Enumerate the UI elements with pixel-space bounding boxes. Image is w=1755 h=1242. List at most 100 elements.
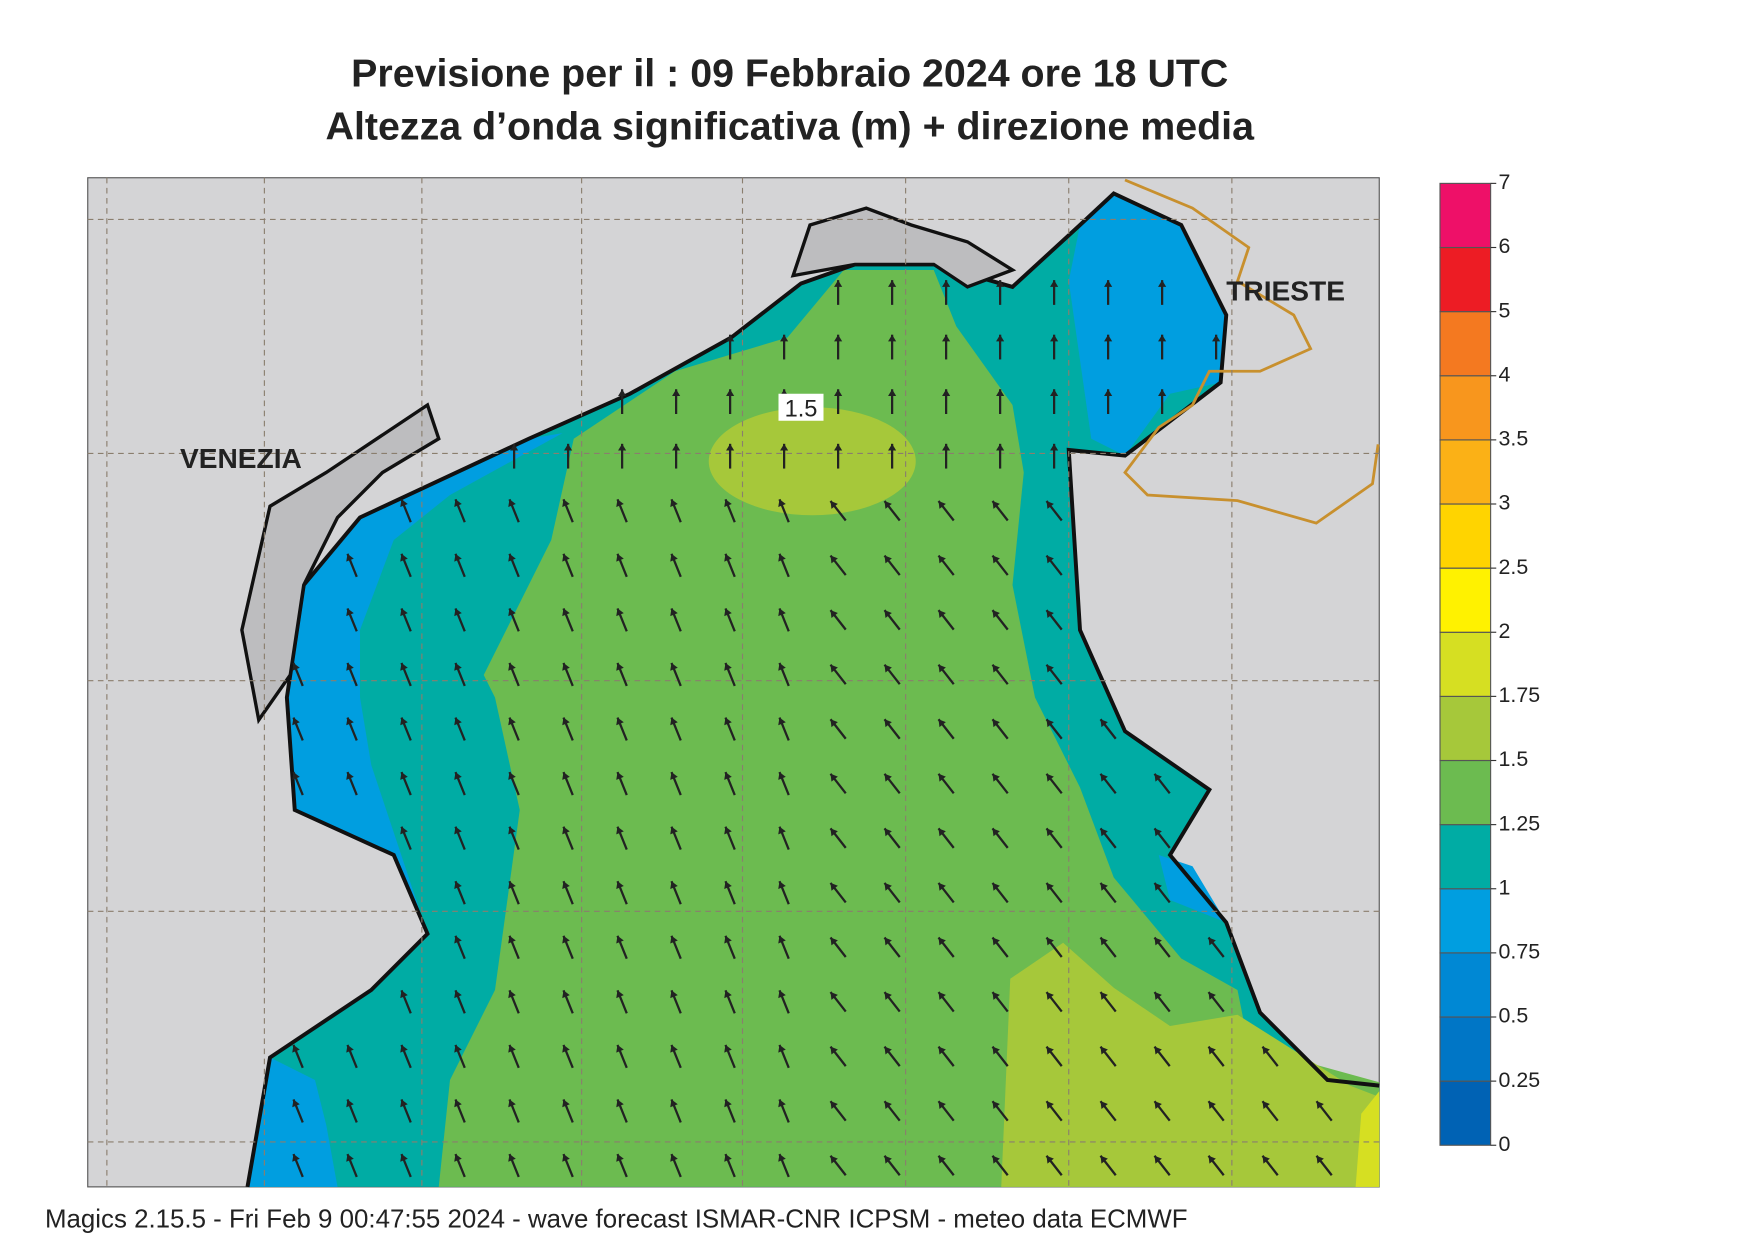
arrow-head bbox=[1154, 1155, 1162, 1164]
arrow-head bbox=[1100, 773, 1108, 782]
arrow-head bbox=[834, 389, 843, 396]
arrow-head bbox=[616, 1154, 624, 1162]
arrow-head bbox=[1158, 280, 1167, 287]
colorbar: 0 0.25 0.5 0.75 1 1.25 1.5 1.75 2 2.5 3 3.5 4 5 6 7 bbox=[1439, 170, 1540, 1156]
arrow-head bbox=[724, 772, 732, 780]
arrow-head bbox=[1046, 500, 1054, 509]
arrow-head bbox=[1046, 773, 1054, 782]
arrow-head bbox=[562, 935, 570, 944]
sea-1.5-1.75 bbox=[708, 407, 916, 516]
arrow-head bbox=[1050, 280, 1059, 287]
arrow-head bbox=[1208, 937, 1216, 946]
arrow-head bbox=[938, 500, 946, 509]
arrow-head bbox=[724, 826, 732, 835]
sea-1.75-2 bbox=[1355, 1091, 1380, 1187]
arrow-head bbox=[562, 1044, 570, 1053]
arrow-head bbox=[724, 662, 732, 671]
arrow-head bbox=[292, 1154, 300, 1162]
arrow-head bbox=[778, 881, 786, 889]
arrow-head bbox=[992, 828, 1000, 837]
colorbar-label: 0.5 bbox=[1499, 1004, 1529, 1028]
arrow-head bbox=[830, 1046, 838, 1055]
arrow-head bbox=[884, 992, 892, 1000]
arrow-head bbox=[884, 1101, 892, 1110]
arrow-head bbox=[508, 990, 516, 999]
arrow-head bbox=[778, 1044, 786, 1053]
arrow-head bbox=[884, 664, 892, 673]
colorbar-label: 3.5 bbox=[1499, 427, 1529, 451]
arrow-head bbox=[454, 553, 462, 562]
arrow-head bbox=[830, 882, 838, 891]
arrow-head bbox=[884, 555, 892, 564]
arrow-head bbox=[508, 772, 516, 780]
arrow-head bbox=[996, 280, 1005, 287]
colorbar-box bbox=[1439, 888, 1492, 954]
arrow-head bbox=[510, 443, 519, 451]
arrow-head bbox=[888, 334, 897, 342]
arrow-head bbox=[616, 1044, 624, 1053]
graticule bbox=[87, 177, 1380, 1187]
arrow-head bbox=[888, 389, 897, 396]
arrow-head bbox=[508, 935, 516, 944]
colorbar-label: 4 bbox=[1499, 362, 1511, 386]
arrow-head bbox=[1154, 1046, 1162, 1055]
arrow-head bbox=[992, 1046, 1000, 1055]
border bbox=[1123, 178, 1380, 525]
colorbar-box bbox=[1439, 311, 1492, 377]
arrow-head bbox=[292, 662, 300, 671]
arrow-head bbox=[1100, 937, 1108, 946]
arrow-head bbox=[1154, 1101, 1162, 1110]
arrow-head bbox=[670, 662, 678, 671]
colorbar-box bbox=[1439, 695, 1492, 762]
arrow-head bbox=[724, 1099, 732, 1108]
colorbar-box bbox=[1439, 439, 1492, 505]
arrow-head bbox=[884, 828, 892, 837]
arrow-head bbox=[454, 717, 462, 726]
arrow-head bbox=[778, 499, 786, 508]
arrow-head bbox=[670, 772, 678, 780]
arrow-head bbox=[1262, 1046, 1270, 1055]
arrow-head bbox=[780, 334, 789, 342]
arrow-head bbox=[346, 662, 354, 671]
place-label: TRIESTE bbox=[1226, 275, 1345, 306]
arrow-head bbox=[346, 717, 354, 726]
colorbar-box bbox=[1439, 952, 1492, 1018]
arrow-head bbox=[454, 499, 462, 508]
arrow-head bbox=[454, 662, 462, 671]
arrow-head bbox=[1046, 1046, 1054, 1055]
footer: Magics 2.15.5 - Fri Feb 9 00:47:55 2024 … bbox=[45, 1205, 1188, 1233]
arrow-head bbox=[830, 937, 838, 946]
arrow-head bbox=[724, 881, 732, 889]
arrow-head bbox=[992, 555, 1000, 564]
colorbar-box bbox=[1439, 246, 1492, 313]
arrow-head bbox=[670, 717, 678, 726]
arrow-head bbox=[618, 443, 627, 451]
arrow-head bbox=[938, 1046, 946, 1055]
arrow-head bbox=[884, 500, 892, 509]
arrow-head bbox=[616, 826, 624, 835]
colorbar-label: 5 bbox=[1499, 298, 1511, 322]
arrow-head bbox=[616, 881, 624, 889]
arrow-head bbox=[454, 608, 462, 617]
arrow-head bbox=[1100, 882, 1108, 891]
arrow-head bbox=[888, 280, 897, 287]
arrow-head bbox=[726, 334, 735, 342]
arrow-head bbox=[1046, 828, 1054, 837]
arrow-head bbox=[616, 553, 624, 562]
arrow-head bbox=[508, 881, 516, 889]
arrow-head bbox=[1100, 1155, 1108, 1164]
arrow-head bbox=[508, 826, 516, 835]
arrow-head bbox=[400, 608, 408, 617]
arrow-head bbox=[562, 1099, 570, 1108]
colorbar-label: 6 bbox=[1499, 234, 1511, 258]
arrow-head bbox=[400, 662, 408, 671]
arrow-head bbox=[508, 1154, 516, 1162]
arrow-head bbox=[454, 935, 462, 944]
arrow-head bbox=[562, 1154, 570, 1162]
colorbar-box bbox=[1439, 1080, 1492, 1146]
arrow-head bbox=[1046, 555, 1054, 564]
arrow-head bbox=[616, 717, 624, 726]
arrow-head bbox=[1158, 389, 1167, 396]
arrow-head bbox=[992, 610, 1000, 618]
arrow-head bbox=[400, 1044, 408, 1053]
